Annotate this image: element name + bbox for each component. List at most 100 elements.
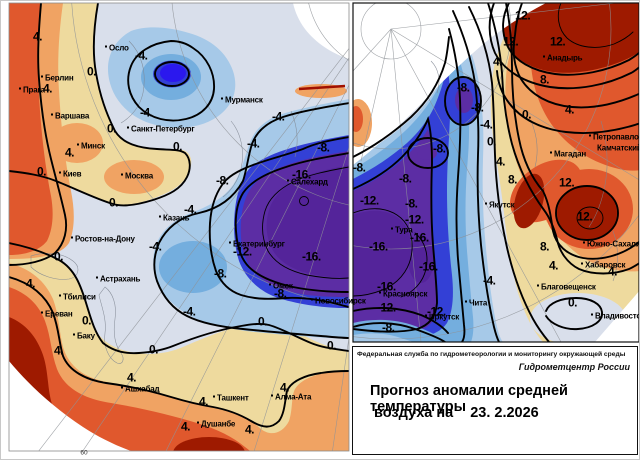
contour-label: 12. [550,34,566,49]
forecast-date: 23. 2.2026 [470,405,539,421]
contour-label: -8. [274,286,287,301]
contour-label: -12. [360,193,379,208]
contour-label: 0. [107,121,117,136]
city-label: Тура [391,226,413,235]
city-dot-icon [311,298,313,301]
contour-label: 12. [577,209,593,224]
contour-label: 4. [565,102,575,117]
contour-label: 4. [280,380,290,395]
contour-label: -4. [272,109,285,124]
contour-label: 4. [181,419,191,434]
contour-label: 12. [503,34,519,49]
city-dot-icon [485,202,487,205]
contour-label: 4. [65,145,75,160]
city-dot-icon [229,241,231,244]
contour-label: 4. [54,343,64,358]
city-label: Москва [121,172,153,181]
city-dot-icon [425,314,427,317]
city-label: Варшава [51,112,89,121]
city-label: Тбилиси [59,293,96,302]
city-dot-icon [59,294,61,297]
contour-label: 8. [508,172,518,187]
city-dot-icon [159,215,161,218]
contour-label: 0. [87,64,97,79]
city-dot-icon [379,291,381,294]
city-label: Камчатский [597,143,640,153]
contour-label: 0. [149,342,159,357]
city-dot-icon [591,313,593,316]
contour-label: -12. [427,304,446,319]
city-label: Новосибирск [311,297,366,306]
city-dot-icon [127,126,129,129]
city-dot-icon [77,143,79,146]
contour-label: 0. [522,107,532,122]
contour-label: 0. [54,249,64,264]
city-label: Магадан [550,150,586,159]
city-dot-icon [391,227,393,230]
forecast-title-line2: воздуха на 23. 2.2026 [374,405,539,421]
city-label: Берлин [41,74,74,83]
city-label: Южно-Сахалинск [583,240,639,249]
city-label: Алма-Ата [271,393,311,402]
contour-label: 0. [487,134,497,149]
city-label: Астрахань [96,275,140,284]
city-label: Прага [19,86,45,95]
contour-label: -4. [183,304,196,319]
city-label: Хабаровск [581,261,626,270]
city-dot-icon [543,55,545,58]
contour-label: 0. [568,295,578,310]
contour-label: 4. [26,276,36,291]
city-dot-icon [41,75,43,78]
city-dot-icon [589,134,591,137]
city-dot-icon [465,300,467,303]
city-dot-icon [19,87,21,90]
contour-label: 4. [496,154,506,169]
contour-label: -12. [405,212,424,227]
city-label: Минск [77,142,105,151]
city-label: Салехард [287,178,328,187]
hydrometcentre-line: Гидрометцентр России [518,362,630,372]
city-label: Ташкент [213,394,249,403]
contour-label: -4. [480,117,493,132]
city-dot-icon [71,236,73,239]
city-dot-icon [121,386,123,389]
city-label: Екатеринбург [229,240,285,249]
city-label: Чита [465,299,487,308]
city-label: Санкт-Петербург [127,125,195,134]
contour-label: 4. [493,54,503,69]
contour-label: -4. [483,273,496,288]
contour-label: -16. [369,239,388,254]
city-label: Иркутск [425,313,459,322]
contour-label: -16. [292,167,311,182]
contour-label: 0. [82,313,92,328]
contour-label: 4. [127,370,137,385]
contour-label: -4. [135,48,148,63]
city-dot-icon [221,97,223,100]
contour-label: -8. [399,171,412,186]
contour-label: 4. [245,422,255,437]
city-label: Ереван [41,310,73,319]
city-label: Ростов-на-Дону [71,235,135,244]
forecast-title-line2-text: воздуха на [374,405,454,421]
city-dot-icon [213,395,215,398]
city-dot-icon [271,394,273,397]
city-dot-icon [73,333,75,336]
contour-label: 12. [559,175,575,190]
contour-label: 0. [327,338,337,353]
contour-label: 8. [540,239,550,254]
graticule-label: 60 [80,449,88,457]
contour-label: -12. [233,244,252,259]
city-label: Ашхабад [121,385,160,394]
forecast-title-line1: Прогноз аномалии средней температуры [370,383,568,415]
city-dot-icon [583,241,585,244]
city-dot-icon [41,311,43,314]
city-label: Мурманск [221,96,263,105]
contour-label: -4. [149,239,162,254]
city-label: Владивосток [591,312,639,321]
contour-label: 0. [258,314,268,329]
contour-label: -4. [140,105,153,120]
city-label: Благовещенск [537,283,596,292]
contour-label: 4. [199,394,209,409]
city-dot-icon [96,276,98,279]
